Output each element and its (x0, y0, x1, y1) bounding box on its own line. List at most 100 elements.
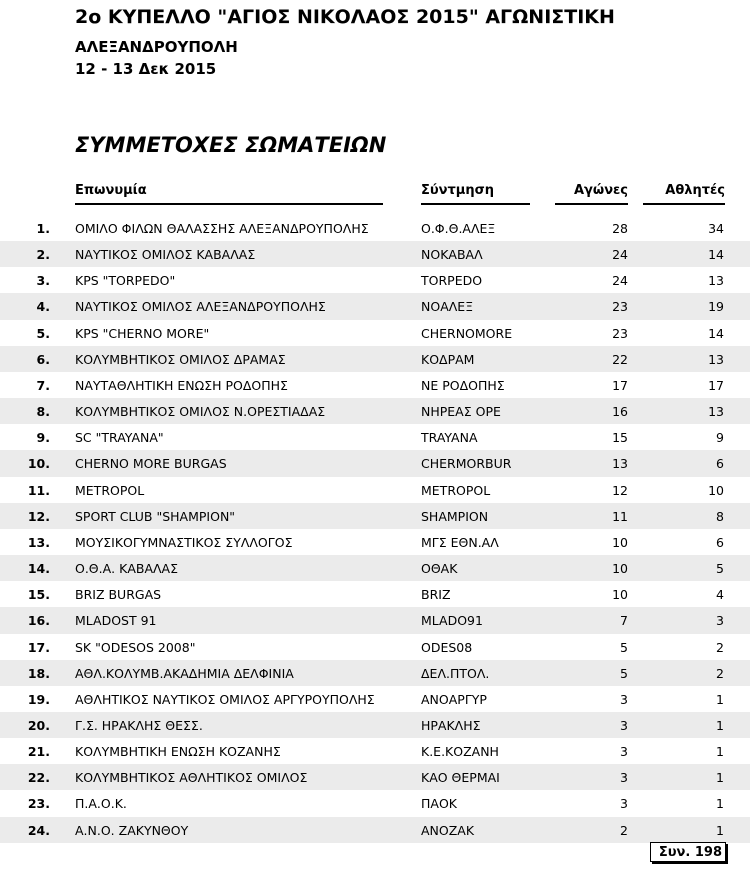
club-abbr: ΔΕΛ.ΠΤΟΛ. (421, 665, 490, 681)
club-name: Π.Α.Ο.Κ. (75, 796, 127, 812)
row-number: 10. (27, 456, 50, 472)
club-abbr: MLADO91 (421, 613, 483, 629)
document-title: 2ο ΚΥΠΕΛΛΟ "ΑΓΙΟΣ ΝΙΚΟΛΑΟΣ 2015" ΑΓΩΝΙΣΤ… (75, 6, 615, 28)
athletes-count: 1 (716, 770, 724, 786)
row-number: 24. (27, 822, 50, 838)
games-count: 28 (612, 221, 628, 236)
row-number: 5. (36, 325, 50, 341)
games-count: 3 (620, 691, 628, 707)
row-number: 8. (36, 404, 50, 420)
section-title: ΣΥΜΜΕΤΟΧΕΣ ΣΩΜΑΤΕΙΩΝ (75, 133, 387, 157)
club-abbr: Κ.Ε.ΚΟΖΑΝΗ (421, 744, 499, 760)
games-count: 5 (620, 665, 628, 681)
club-abbr: ΚΑΟ ΘΕΡΜΑΙ (421, 770, 500, 786)
column-header-athletes: Αθλητές (643, 183, 725, 205)
club-abbr: ΝΗΡΕΑΣ ΟΡΕ (421, 404, 501, 420)
row-number: 9. (36, 430, 50, 446)
club-name: Ο.Θ.Α. ΚΑΒΑΛΑΣ (75, 561, 178, 577)
club-abbr: ΝΟΚΑΒΑΛ (421, 247, 483, 263)
club-name: MLADOST 91 (75, 613, 157, 629)
table-row: 9. SC "TRAYANA" TRAYANA 15 9 (0, 424, 750, 450)
athletes-count: 14 (708, 247, 724, 263)
table-row: 11. METROPOL METROPOL 12 10 (0, 477, 750, 503)
club-name: ΝΑΥΤΙΚΟΣ ΟΜΙΛΟΣ ΑΛΕΞΑΝΔΡΟΥΠΟΛΗΣ (75, 299, 326, 315)
athletes-count: 2 (716, 639, 724, 655)
club-abbr: BRIZ (421, 587, 451, 603)
row-number: 3. (36, 273, 50, 289)
games-count: 24 (612, 247, 628, 263)
row-number: 2. (36, 247, 50, 263)
club-name: Α.Ν.Ο. ΖΑΚΥΝΘΟΥ (75, 822, 189, 838)
club-abbr: CHERNOMORE (421, 325, 513, 341)
row-number: 1. (36, 221, 50, 236)
table-row: 21. ΚΟΛΥΜΒΗΤΙΚΗ ΕΝΩΣΗ ΚΟΖΑΝΗΣ Κ.Ε.ΚΟΖΑΝΗ 3 1 (0, 738, 750, 764)
club-abbr: METROPOL (421, 482, 491, 498)
club-name: BRIZ BURGAS (75, 587, 162, 603)
games-count: 24 (612, 273, 628, 289)
club-abbr: TRAYANA (421, 430, 478, 446)
games-count: 13 (612, 456, 628, 472)
games-count: 15 (612, 430, 628, 446)
club-abbr: ΠΑΟΚ (421, 796, 457, 812)
games-count: 3 (620, 770, 628, 786)
games-count: 10 (612, 587, 628, 603)
table-row: 6. ΚΟΛΥΜΒΗΤΙΚΟΣ ΟΜΙΛΟΣ ΔΡΑΜΑΣ ΚΟΔΡΑΜ 22 13 (0, 345, 750, 372)
club-abbr: ΝΟΑΛΕΞ (421, 299, 474, 315)
athletes-count: 13 (708, 273, 724, 289)
athletes-count: 3 (716, 613, 724, 629)
table-row: 19. ΑΘΛΗΤΙΚΟΣ ΝΑΥΤΙΚΟΣ ΟΜΙΛΟΣ ΑΡΓΥΡΟΥΠΟΛΗ… (0, 686, 750, 712)
club-name: KPS "TORPEDO" (75, 273, 176, 289)
row-number: 19. (27, 691, 50, 707)
row-number: 16. (27, 613, 50, 629)
club-abbr: ΝΕ ΡΟΔΟΠΗΣ (421, 377, 505, 393)
club-name: SC "TRAYANA" (75, 430, 164, 446)
club-name: ΑΘΛΗΤΙΚΟΣ ΝΑΥΤΙΚΟΣ ΟΜΙΛΟΣ ΑΡΓΥΡΟΥΠΟΛΗΣ (75, 691, 375, 707)
club-name: ΟΜΙΛΟ ΦΙΛΩΝ ΘΑΛΑΣΣΗΣ ΑΛΕΞΑΝΔΡΟΥΠΟΛΗΣ (75, 221, 369, 236)
club-abbr: ΚΟΔΡΑΜ (421, 351, 475, 367)
club-abbr: CHERMORBUR (421, 456, 512, 472)
games-count: 16 (612, 404, 628, 420)
row-number: 7. (36, 377, 50, 393)
row-number: 23. (27, 796, 50, 812)
document-city: ΑΛΕΞΑΝΔΡΟΥΠΟΛΗ (75, 38, 238, 56)
row-number: 20. (27, 717, 50, 733)
table-row: 7. ΝΑΥΤΑΘΛΗΤΙΚΗ ΕΝΩΣΗ ΡΟΔΟΠΗΣ ΝΕ ΡΟΔΟΠΗΣ 17… (0, 372, 750, 398)
club-name: Γ.Σ. ΗΡΑΚΛΗΣ ΘΕΣΣ. (75, 717, 203, 733)
row-number: 17. (27, 639, 50, 655)
athletes-count: 1 (716, 796, 724, 812)
column-header-games: Αγώνες (555, 183, 628, 205)
games-count: 3 (620, 744, 628, 760)
athletes-count: 10 (708, 482, 724, 498)
table-row: 12. SPORT CLUB "SHAMPION" SHAMPION 11 8 (0, 502, 750, 529)
athletes-count: 14 (708, 325, 724, 341)
games-count: 11 (612, 508, 628, 524)
row-number: 12. (27, 508, 50, 524)
row-number: 21. (27, 744, 50, 760)
club-name: METROPOL (75, 482, 145, 498)
clubs-table: 1. ΟΜΙΛΟ ΦΙΛΩΝ ΘΑΛΑΣΣΗΣ ΑΛΕΞΑΝΔΡΟΥΠΟΛΗΣ Ο.… (0, 215, 750, 843)
table-row: 18. ΑΘΛ.ΚΟΛΥΜΒ.ΑΚΑΔΗΜΙΑ ΔΕΛΦΙΝΙΑ ΔΕΛ.ΠΤΟΛ.… (0, 659, 750, 686)
row-number: 14. (27, 561, 50, 577)
table-row: 23. Π.Α.Ο.Κ. ΠΑΟΚ 3 1 (0, 790, 750, 816)
games-count: 10 (612, 561, 628, 577)
row-number: 18. (27, 665, 50, 681)
table-row: 3. KPS "TORPEDO" TORPEDO 24 13 (0, 267, 750, 293)
document-dates: 12 - 13 Δεκ 2015 (75, 60, 217, 78)
club-name: ΑΘΛ.ΚΟΛΥΜΒ.ΑΚΑΔΗΜΙΑ ΔΕΛΦΙΝΙΑ (75, 665, 294, 681)
club-abbr: ODES08 (421, 639, 473, 655)
row-number: 11. (27, 482, 50, 498)
club-name: CHERNO MORE BURGAS (75, 456, 227, 472)
table-row: 10. CHERNO MORE BURGAS CHERMORBUR 13 6 (0, 450, 750, 477)
club-abbr: Ο.Φ.Θ.ΑΛΕΞ (421, 221, 496, 236)
athletes-count: 1 (716, 717, 724, 733)
club-name: SK "ODESOS 2008" (75, 639, 196, 655)
column-header-abbr: Σύντμηση (421, 183, 530, 205)
athletes-count: 2 (716, 665, 724, 681)
athletes-count: 5 (716, 561, 724, 577)
club-name: ΚΟΛΥΜΒΗΤΙΚΟΣ ΟΜΙΛΟΣ ΔΡΑΜΑΣ (75, 351, 286, 367)
table-row: 13. ΜΟΥΣΙΚΟΓΥΜΝΑΣΤΙΚΟΣ ΣΥΛΛΟΓΟΣ ΜΓΣ ΕΘΝ.ΑΛ… (0, 529, 750, 555)
table-row: 17. SK "ODESOS 2008" ODES08 5 2 (0, 634, 750, 660)
club-name: ΜΟΥΣΙΚΟΓΥΜΝΑΣΤΙΚΟΣ ΣΥΛΛΟΓΟΣ (75, 534, 293, 550)
club-abbr: TORPEDO (421, 273, 483, 289)
table-row: 14. Ο.Θ.Α. ΚΑΒΑΛΑΣ ΟΘΑΚ 10 5 (0, 555, 750, 582)
